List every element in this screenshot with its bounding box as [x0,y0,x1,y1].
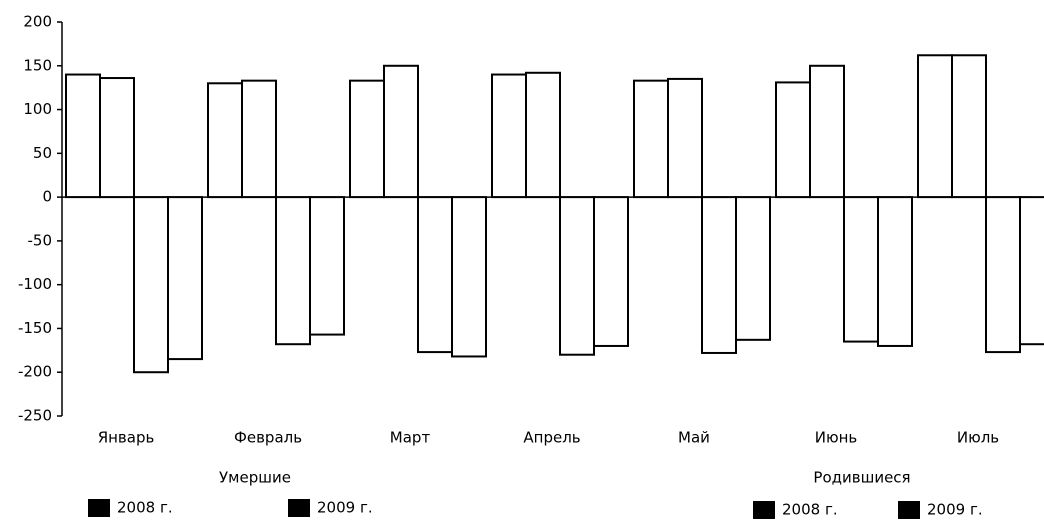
y-tick-label: -150 [18,319,52,337]
x-tick-label: Июнь [815,429,858,447]
bar [491,73,527,199]
bar [241,79,277,199]
bar [99,77,135,199]
bar [417,196,453,354]
y-tick-label: 150 [23,56,52,74]
legend-swatch [898,501,920,519]
y-tick-label: 50 [33,144,52,162]
y-tick-label: -100 [18,275,52,293]
legend-swatch [88,499,110,517]
bar [775,81,811,199]
bar [451,196,487,358]
bar [167,196,203,361]
bar [525,71,561,199]
legend-label: 2008 г. [117,499,173,517]
bar [667,77,703,199]
y-tick-label: 0 [42,188,52,206]
legend-title: Умершие [219,469,291,487]
y-tick-label: -250 [18,407,52,425]
bar [951,54,987,199]
bar [65,73,101,199]
x-tick-label: Апрель [523,429,580,447]
y-tick-label: 100 [23,100,52,118]
legend-swatch [753,501,775,519]
legend-label: 2009 г. [317,499,373,517]
bar [349,79,385,199]
bar [309,196,345,336]
bar [275,196,311,346]
y-tick-label: -200 [18,363,52,381]
bar [559,196,595,356]
y-tick-label: 200 [23,13,52,31]
bar [809,64,845,199]
x-tick-label: Июль [957,429,999,447]
x-tick-label: Февраль [234,429,302,447]
bar [877,196,913,347]
x-tick-label: Май [678,429,710,447]
bar [383,64,419,199]
bar [917,54,953,199]
bar [843,196,879,343]
bar [701,196,737,354]
bar [593,196,629,347]
bar [207,82,243,199]
y-tick-label: -50 [28,231,53,249]
x-tick-label: Март [390,429,431,447]
bar [633,79,669,199]
legend-swatch [288,499,310,517]
x-tick-label: Январь [98,429,155,447]
legend-label: 2008 г. [782,501,838,519]
bar [735,196,771,341]
legend-label: 2009 г. [927,501,983,519]
bar [133,196,169,374]
bar [985,196,1021,354]
legend-title: Родившиеся [813,469,910,487]
bar [1019,196,1044,346]
